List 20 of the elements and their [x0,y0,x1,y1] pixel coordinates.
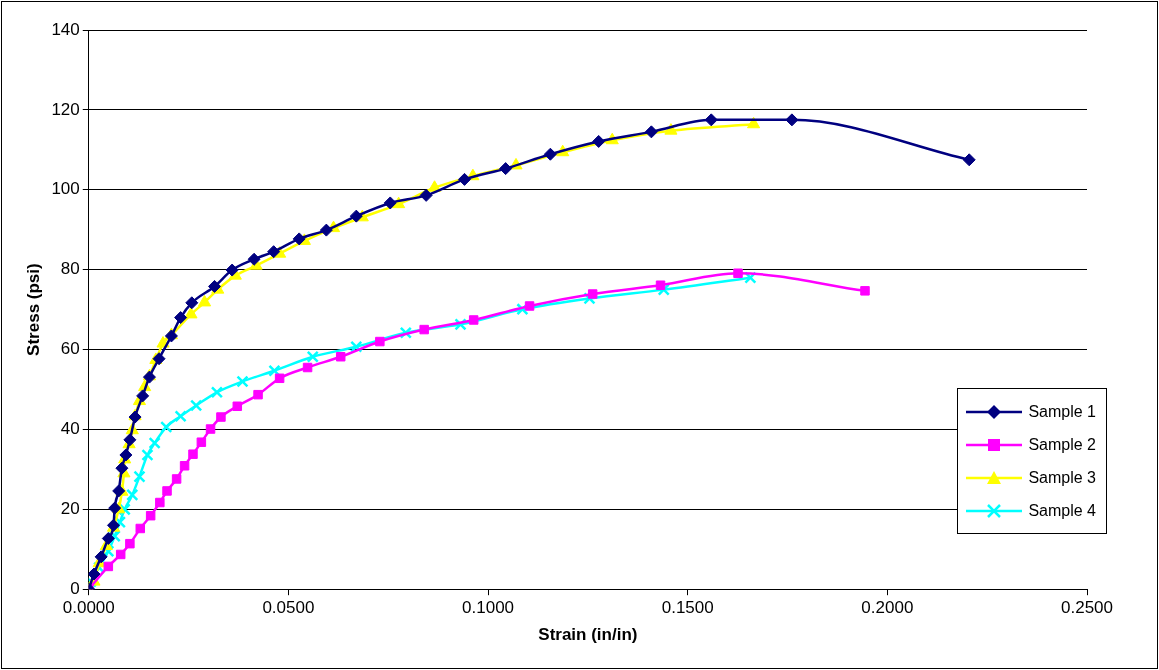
y-tick-label: 0 [70,578,80,598]
y-axis-title: Stress (psi) [23,263,43,356]
legend-label: Sample 3 [1028,468,1096,487]
legend-label: Sample 1 [1028,402,1096,421]
y-tick-label: 60 [60,339,80,359]
y-tick-label: 140 [51,19,80,39]
y-tick-label: 20 [60,499,80,518]
x-tick-label: 0.1500 [661,598,714,618]
y-tick-label: 80 [60,259,80,279]
x-tick-label: 0.0500 [262,598,315,618]
y-tick-label: 100 [51,179,80,199]
legend-label: Sample 2 [1028,435,1096,454]
legend-label: Sample 4 [1028,501,1096,520]
x-tick-label: 0.2000 [861,598,914,618]
y-tick-label: 40 [60,419,80,439]
x-axis-title: Strain (in/in) [538,625,638,645]
x-tick-label: 0.2500 [1061,598,1113,618]
x-tick-label: 0.0000 [62,598,115,618]
y-tick-label: 120 [51,99,80,119]
x-tick-label: 0.1000 [462,598,515,618]
